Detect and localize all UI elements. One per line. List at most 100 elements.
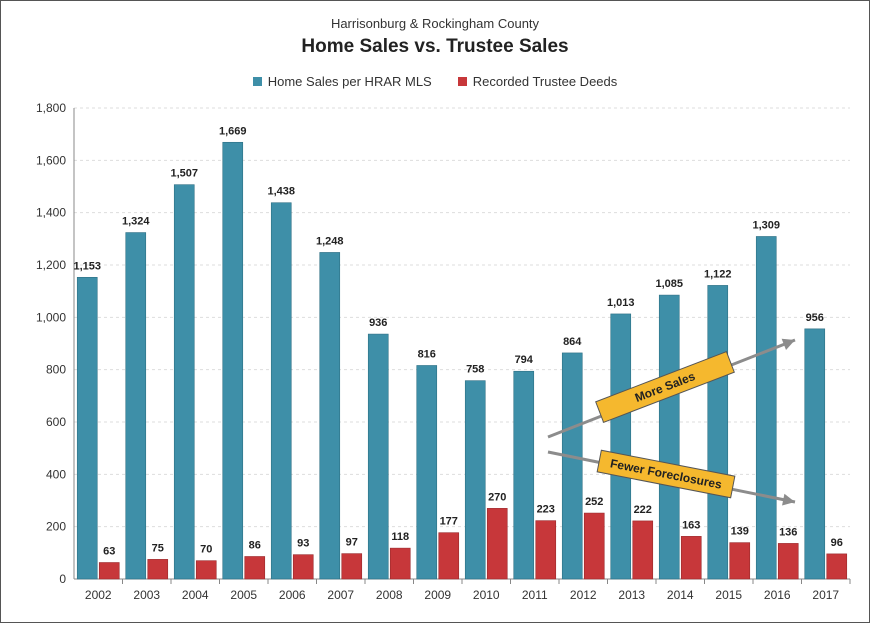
legend-item-trustee-deeds: Recorded Trustee Deeds	[457, 74, 618, 89]
bar-home-sales	[561, 352, 583, 580]
x-tick-label: 2015	[715, 588, 742, 602]
bar-trustee-deeds	[486, 508, 508, 580]
data-label-home-sales: 1,438	[267, 186, 295, 198]
bar-trustee-deeds	[195, 560, 217, 580]
annotation-more-sales-box	[595, 350, 735, 424]
bar-home-sales	[658, 294, 680, 580]
data-label-home-sales: 1,085	[655, 278, 683, 290]
bar-home-sales	[513, 370, 535, 580]
bar-trustee-deeds	[98, 562, 120, 580]
bar-home-sales	[76, 276, 98, 580]
data-label-home-sales: 936	[369, 317, 387, 329]
bar-trustee-deeds	[244, 556, 266, 580]
arrow-more-sales-head	[781, 338, 795, 350]
data-label-home-sales: 758	[466, 364, 484, 376]
bar-home-sales	[367, 333, 389, 580]
bar-home-sales	[464, 380, 486, 580]
x-tick-label: 2014	[667, 588, 694, 602]
legend-label-trustee-deeds: Recorded Trustee Deeds	[472, 74, 618, 89]
data-label-home-sales: 1,309	[752, 219, 780, 231]
bar-home-sales	[707, 285, 729, 580]
data-label-trustee-deeds: 177	[440, 516, 458, 528]
chart-title: Home Sales vs. Trustee Sales	[301, 36, 569, 57]
x-tick-label: 2006	[279, 588, 306, 602]
legend: Home Sales per HRAR MLS Recorded Trustee…	[0, 74, 870, 89]
legend-label-home-sales: Home Sales per HRAR MLS	[267, 74, 432, 89]
y-tick-label: 1,200	[36, 258, 66, 272]
y-tick-label: 1,400	[36, 206, 66, 220]
x-tick-label: 2012	[570, 588, 597, 602]
x-tick-label: 2011	[522, 588, 548, 602]
data-label-home-sales: 1,248	[316, 235, 344, 247]
data-label-home-sales: 816	[418, 348, 436, 360]
bar-trustee-deeds	[632, 520, 654, 580]
bar-home-sales	[125, 232, 147, 580]
data-label-trustee-deeds: 86	[249, 539, 261, 551]
bar-home-sales	[270, 202, 292, 580]
bar-trustee-deeds	[438, 532, 460, 580]
x-tick-label: 2008	[376, 588, 403, 602]
x-tick-label: 2009	[424, 588, 451, 602]
data-label-home-sales: 1,122	[704, 268, 732, 280]
x-tick-label: 2002	[85, 588, 112, 602]
legend-item-home-sales: Home Sales per HRAR MLS	[252, 74, 432, 89]
data-label-trustee-deeds: 96	[831, 537, 843, 549]
bar-trustee-deeds	[777, 543, 799, 580]
x-tick-label: 2005	[230, 588, 257, 602]
x-tick-label: 2010	[473, 588, 500, 602]
data-label-home-sales: 794	[515, 354, 534, 366]
data-label-trustee-deeds: 270	[488, 491, 506, 503]
x-tick-label: 2003	[133, 588, 160, 602]
bar-trustee-deeds	[729, 542, 751, 580]
y-tick-label: 200	[46, 520, 66, 534]
data-label-home-sales: 1,669	[219, 125, 247, 137]
bar-home-sales	[319, 252, 341, 580]
y-tick-label: 1,600	[36, 153, 66, 167]
y-tick-label: 400	[46, 467, 66, 481]
bar-home-sales	[222, 141, 244, 580]
bar-trustee-deeds	[583, 512, 605, 580]
bar-trustee-deeds	[680, 536, 702, 580]
data-label-trustee-deeds: 97	[346, 537, 358, 549]
y-tick-label: 1,000	[36, 310, 66, 324]
bar-trustee-deeds	[292, 554, 314, 580]
data-label-home-sales: 1,507	[170, 168, 198, 180]
data-label-trustee-deeds: 93	[297, 538, 309, 550]
x-tick-label: 2016	[764, 588, 791, 602]
bar-trustee-deeds	[389, 547, 411, 580]
data-label-trustee-deeds: 223	[537, 504, 555, 516]
data-label-trustee-deeds: 252	[585, 496, 603, 508]
bar-home-sales	[610, 313, 632, 580]
chart-subtitle: Harrisonburg & Rockingham County	[330, 16, 540, 31]
bar-trustee-deeds	[147, 559, 169, 580]
data-label-home-sales: 956	[806, 312, 824, 324]
legend-swatch-home-sales	[252, 77, 262, 86]
bar-trustee-deeds	[826, 553, 848, 580]
data-label-trustee-deeds: 70	[200, 544, 212, 556]
data-label-home-sales: 864	[563, 336, 582, 348]
data-label-trustee-deeds: 136	[779, 526, 797, 538]
y-tick-label: 0	[59, 572, 66, 586]
data-label-home-sales: 1,013	[607, 297, 635, 309]
data-label-home-sales: 1,324	[122, 216, 150, 228]
data-label-trustee-deeds: 118	[391, 531, 409, 543]
bar-trustee-deeds	[341, 553, 363, 580]
y-tick-label: 600	[46, 415, 66, 429]
arrow-fewer-foreclosures-head	[782, 493, 795, 506]
bar-home-sales	[804, 328, 826, 580]
x-tick-label: 2004	[182, 588, 209, 602]
annotation-fewer-foreclosures-box	[596, 449, 736, 499]
bar-home-sales	[173, 184, 195, 580]
data-label-trustee-deeds: 163	[682, 519, 700, 531]
bar-home-sales	[755, 236, 777, 580]
x-tick-label: 2007	[327, 588, 354, 602]
bar-home-sales	[416, 365, 438, 580]
bar-trustee-deeds	[535, 520, 557, 580]
data-label-home-sales: 1,153	[73, 260, 101, 272]
y-tick-label: 1,800	[36, 101, 66, 115]
x-tick-label: 2017	[812, 588, 839, 602]
data-label-trustee-deeds: 139	[731, 526, 749, 538]
data-label-trustee-deeds: 75	[152, 542, 164, 554]
legend-swatch-trustee-deeds	[457, 77, 467, 86]
